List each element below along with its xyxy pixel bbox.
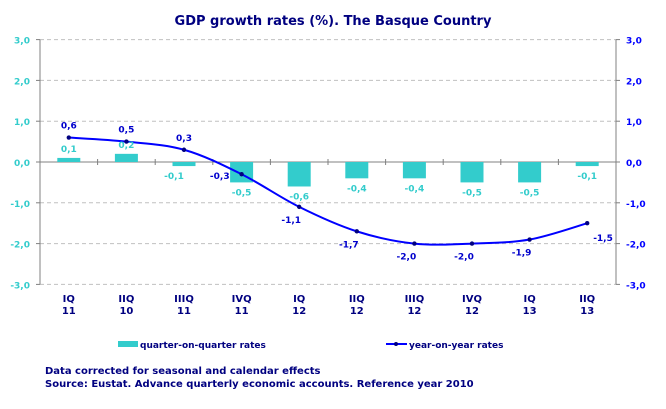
x-tick-label: IIQ <box>118 294 134 305</box>
bar-label: -0,1 <box>164 172 184 182</box>
footer-source: Source: Eustat. Advance quarterly econom… <box>45 379 474 390</box>
line-marker <box>412 241 417 246</box>
line-marker <box>297 204 302 210</box>
line-label: 0,3 <box>176 134 192 144</box>
line-marker <box>66 135 72 140</box>
x-tick-label: 12 <box>407 306 421 317</box>
legend: quarter-on-quarter rates year-on-year ra… <box>118 341 503 351</box>
line-marker <box>585 221 590 226</box>
x-tick-label: 13 <box>580 306 594 317</box>
chart-title: GDP growth rates (%). The Basque Country <box>175 14 492 29</box>
x-tick-label: 13 <box>523 306 537 317</box>
line-marker <box>239 172 244 177</box>
bar-series <box>57 153 599 187</box>
bar <box>345 162 369 179</box>
line-marker <box>181 147 187 152</box>
x-tick-label: IIIQ <box>405 294 425 305</box>
right-tick-label: -2,0 <box>626 241 646 251</box>
x-tick-label: 12 <box>350 306 364 317</box>
line-label: -1,5 <box>593 234 613 244</box>
line-label: -2,0 <box>454 253 474 263</box>
bar-label: -0,5 <box>232 188 252 198</box>
x-tick-label: 12 <box>465 306 479 317</box>
line-marker <box>527 237 532 242</box>
x-tick-label: IVQ <box>462 294 482 305</box>
right-tick-label: 1,0 <box>626 118 642 128</box>
bar <box>57 157 81 162</box>
bar <box>460 162 484 183</box>
x-tick-label: 11 <box>177 306 191 317</box>
bar <box>114 153 138 162</box>
bar <box>402 162 426 179</box>
x-tick-label: 10 <box>119 306 133 317</box>
line-label: -2,0 <box>397 253 417 263</box>
line-label: -1,7 <box>339 240 359 250</box>
legend-marker <box>394 342 398 346</box>
bar-label: -0,5 <box>520 188 540 198</box>
left-tick-label: 2,0 <box>14 77 30 87</box>
right-tick-label: -3,0 <box>626 281 646 291</box>
line-label: -0,3 <box>210 172 230 182</box>
x-tick-label: IQ <box>293 294 305 305</box>
right-tick-label: 0,0 <box>626 159 642 169</box>
data-labels: 0,1 0,2 -0,1 -0,5 -0,6 -0,4 -0,4 -0,5 -0,5 -0,1 0,… <box>61 122 613 263</box>
line-label: -1,1 <box>281 216 301 226</box>
left-tick-label: 1,0 <box>14 118 30 128</box>
x-tick-label: IIQ <box>579 294 595 305</box>
x-tick-label: IVQ <box>232 294 252 305</box>
x-tick-label: IIIQ <box>174 294 194 305</box>
line-marker <box>354 229 359 234</box>
bar <box>518 162 542 183</box>
bar-label: 0,2 <box>118 141 134 151</box>
axes: 3,0 3,0 2,0 2,0 1,0 1,0 0,0 0,0 -1,0 -1,0 -2,0 -2,0… <box>10 37 645 317</box>
line-label: -1,9 <box>512 249 532 259</box>
bar-label: -0,4 <box>347 184 367 194</box>
legend-label-bar: quarter-on-quarter rates <box>140 341 266 351</box>
bar-label: -0,4 <box>405 184 425 194</box>
line-label: 0,5 <box>118 126 134 136</box>
x-tick-label: IQ <box>523 294 535 305</box>
left-tick-label: -1,0 <box>10 200 30 210</box>
bar-label: -0,6 <box>289 192 309 202</box>
x-tick-label: 11 <box>62 306 76 317</box>
left-tick-label: 0,0 <box>14 159 30 169</box>
bar <box>172 162 196 167</box>
left-tick-label: -2,0 <box>10 241 30 251</box>
legend-label-line: year-on-year rates <box>409 341 503 351</box>
x-tick-label: 11 <box>235 306 249 317</box>
bar-label: -0,5 <box>462 188 482 198</box>
bar-label: 0,1 <box>61 145 77 155</box>
bar-label: -0,1 <box>577 172 597 182</box>
footer-note: Data corrected for seasonal and calendar… <box>45 366 321 377</box>
right-tick-label: 2,0 <box>626 77 642 87</box>
bar <box>575 162 599 167</box>
line-marker <box>124 139 129 144</box>
left-tick-label: 3,0 <box>14 37 30 47</box>
x-tick-label: IQ <box>63 294 75 305</box>
x-tick-label: 12 <box>292 306 306 317</box>
line-marker <box>469 241 475 246</box>
line-label: 0,6 <box>61 122 77 132</box>
line-series <box>66 135 590 246</box>
line-path <box>68 136 588 246</box>
left-tick-label: -3,0 <box>10 281 30 291</box>
right-tick-label: 3,0 <box>626 37 642 47</box>
x-tick-label: IIQ <box>349 294 365 305</box>
gridlines <box>40 39 616 285</box>
right-tick-label: -1,0 <box>626 200 646 210</box>
legend-swatch-bar <box>118 341 138 347</box>
bar <box>287 162 311 187</box>
